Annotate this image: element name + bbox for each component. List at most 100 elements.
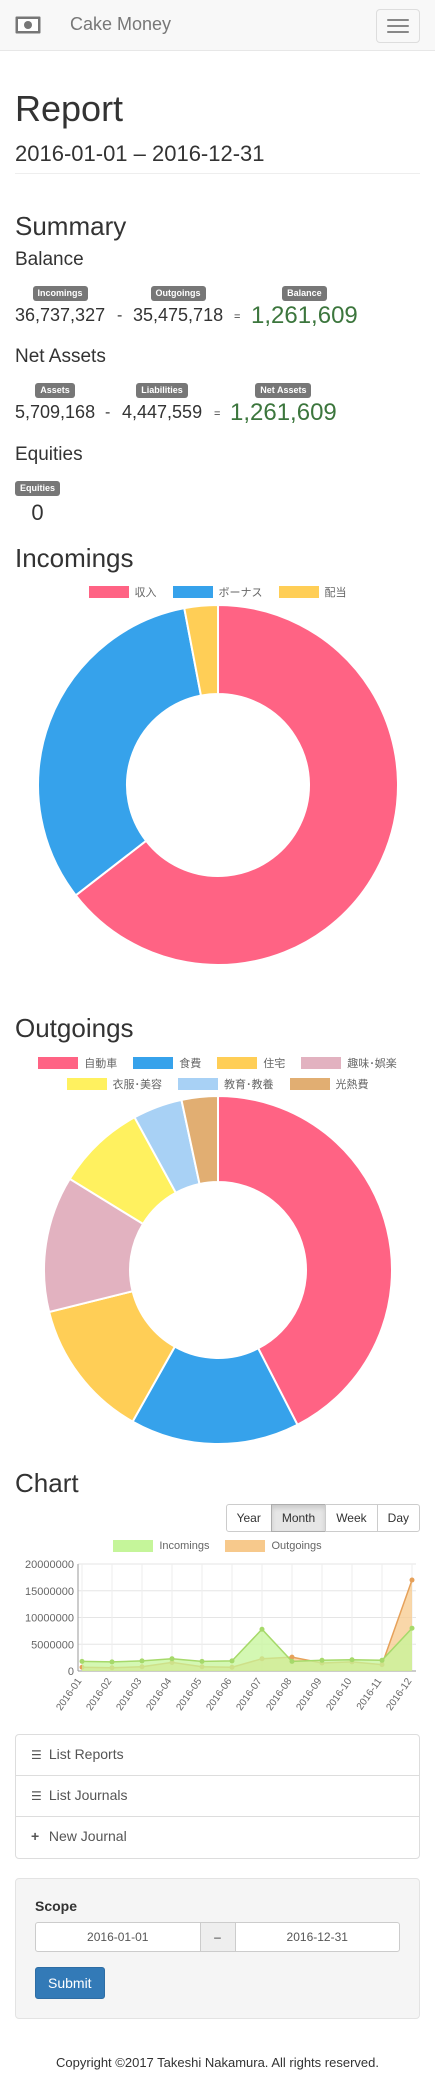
submit-button[interactable]: Submit [35, 1966, 105, 1999]
incomings-point[interactable] [79, 1658, 85, 1664]
legend-swatch [225, 1539, 266, 1552]
liabilities-value: 4,447,559 [122, 401, 203, 422]
outgoings-donut-chart [43, 1095, 393, 1446]
assets-badge: Assets [35, 382, 75, 398]
list-reports-link[interactable]: ☰ List Reports [16, 1735, 419, 1776]
outgoings-badge: Outgoings [150, 286, 206, 301]
incomings-heading: Incomings [15, 542, 134, 573]
outgoings-legend-item[interactable]: 住宅 [217, 1055, 285, 1071]
outgoings-legend-item[interactable]: 衣服･美容 [66, 1076, 163, 1092]
outgoings-value: 35,475,718 [133, 305, 224, 326]
incomings-legend-item[interactable]: ボーナス [172, 584, 263, 600]
new-journal-label: New Journal [48, 1827, 127, 1844]
outgoings-legend-item[interactable]: 趣味･娯楽 [301, 1055, 397, 1071]
outgoings-point[interactable] [289, 1654, 295, 1660]
y-tick-label: 20000000 [25, 1559, 74, 1571]
incomings-point[interactable] [379, 1657, 385, 1663]
balance-value: 1,261,609 [251, 302, 358, 330]
incomings-legend-item[interactable]: 収入 [88, 584, 157, 600]
outgoings-total: Outgoings 35,475,718 [133, 283, 223, 326]
incomings-slice[interactable] [183, 604, 219, 698]
legend-swatch [301, 1057, 342, 1070]
chart-legend-item[interactable]: Outgoings [225, 1539, 322, 1552]
x-tick-label: 2016-09 [294, 1676, 324, 1713]
incomings-line [81, 1627, 413, 1663]
incomings-legend-item[interactable]: 配当 [278, 584, 347, 600]
incomings-value: 36,737,327 [15, 305, 106, 326]
outgoings-legend-item[interactable]: 教育･教養 [178, 1076, 274, 1092]
from-date-input[interactable] [35, 1921, 201, 1952]
net-assets-badge: Net Assets [255, 382, 312, 398]
incomings-point[interactable] [109, 1659, 115, 1665]
incomings-point[interactable] [139, 1657, 145, 1663]
incomings-point[interactable] [199, 1658, 205, 1664]
incomings-slice[interactable] [37, 607, 203, 898]
outgoings-heading: Outgoings [15, 1013, 134, 1044]
incomings-slice[interactable] [74, 604, 399, 967]
minus-sign: - [117, 307, 123, 325]
summary-heading: Summary [15, 210, 127, 241]
period-button-year[interactable]: Year [225, 1503, 272, 1532]
outgoings-legend-item[interactable]: 食費 [133, 1055, 201, 1071]
y-tick-label: 15000000 [25, 1585, 74, 1597]
outgoings-slice[interactable] [217, 1095, 393, 1427]
chart-heading: Chart [15, 1468, 79, 1499]
incomings-point[interactable] [289, 1658, 295, 1664]
chart-legend-item[interactable]: Incomings [113, 1539, 209, 1552]
incomings-point[interactable] [169, 1655, 175, 1661]
outgoings-point[interactable] [409, 1577, 415, 1583]
date-separator: – [200, 1921, 235, 1952]
period-button-month[interactable]: Month [270, 1503, 327, 1532]
outgoings-legend: 自動車 食費 住宅 趣味･娯楽衣服･美容 教育･教養 光熱費 [15, 1055, 420, 1095]
net-assets-heading: Net Assets [15, 346, 106, 368]
x-tick-label: 2016-06 [204, 1676, 234, 1713]
list-journals-label: List Journals [48, 1786, 128, 1803]
to-date-input[interactable] [234, 1921, 400, 1952]
action-list: ☰ List Reports ☰ List Journals + New Jou… [15, 1733, 420, 1859]
legend-swatch [66, 1078, 107, 1091]
outgoings-legend-item[interactable]: 光熱費 [289, 1076, 369, 1092]
y-tick-label: 10000000 [25, 1612, 74, 1624]
net-assets-equation: Assets 5,709,168 - Liabilities 4,447,559… [15, 380, 420, 432]
page-title: Report [15, 88, 124, 129]
x-tick-label: 2016-01 [54, 1676, 84, 1713]
balance-heading: Balance [15, 249, 84, 271]
equities-equation: Equities 0 [15, 478, 420, 526]
equities-badge: Equities [15, 480, 61, 496]
hamburger-icon [387, 19, 409, 21]
scope-form: Scope – Submit [15, 1877, 420, 2019]
legend-label: 衣服･美容 [112, 1079, 163, 1092]
brand-title[interactable]: Cake Money [70, 14, 172, 34]
legend-swatch [217, 1057, 258, 1070]
incomings-point[interactable] [229, 1657, 235, 1663]
outgoings-slice[interactable] [180, 1095, 219, 1186]
date-range-inputs: – [35, 1921, 400, 1952]
legend-label: 光熱費 [335, 1079, 369, 1092]
banknote-icon[interactable] [15, 16, 41, 34]
legend-label: Outgoings [271, 1539, 322, 1552]
incomings-total: Incomings 36,737,327 [15, 283, 105, 326]
outgoings-legend-item[interactable]: 自動車 [38, 1055, 117, 1071]
x-tick-label: 2016-04 [144, 1676, 174, 1713]
plus-icon: + [31, 1827, 40, 1844]
balance-badge: Balance [282, 286, 327, 301]
legend-swatch [38, 1057, 79, 1070]
x-tick-label: 2016-08 [264, 1676, 294, 1713]
period-button-day[interactable]: Day [376, 1503, 420, 1532]
list-ordered-icon: ☰ [31, 1747, 42, 1762]
incomings-point[interactable] [409, 1625, 415, 1631]
minus-sign: - [105, 403, 111, 421]
scope-label: Scope [35, 1897, 78, 1914]
incomings-point[interactable] [349, 1656, 355, 1662]
incomings-point[interactable] [319, 1657, 325, 1663]
menu-toggle-button[interactable] [376, 9, 420, 43]
list-journals-link[interactable]: ☰ List Journals [16, 1776, 419, 1817]
legend-label: 趣味･娯楽 [347, 1058, 397, 1071]
legend-label: 自動車 [84, 1058, 118, 1071]
incomings-point[interactable] [259, 1626, 265, 1632]
period-selector: Year Month Week Day [15, 1503, 420, 1532]
period-button-week[interactable]: Week [325, 1503, 378, 1532]
equities-heading: Equities [15, 443, 83, 465]
new-journal-link[interactable]: + New Journal [16, 1817, 419, 1858]
